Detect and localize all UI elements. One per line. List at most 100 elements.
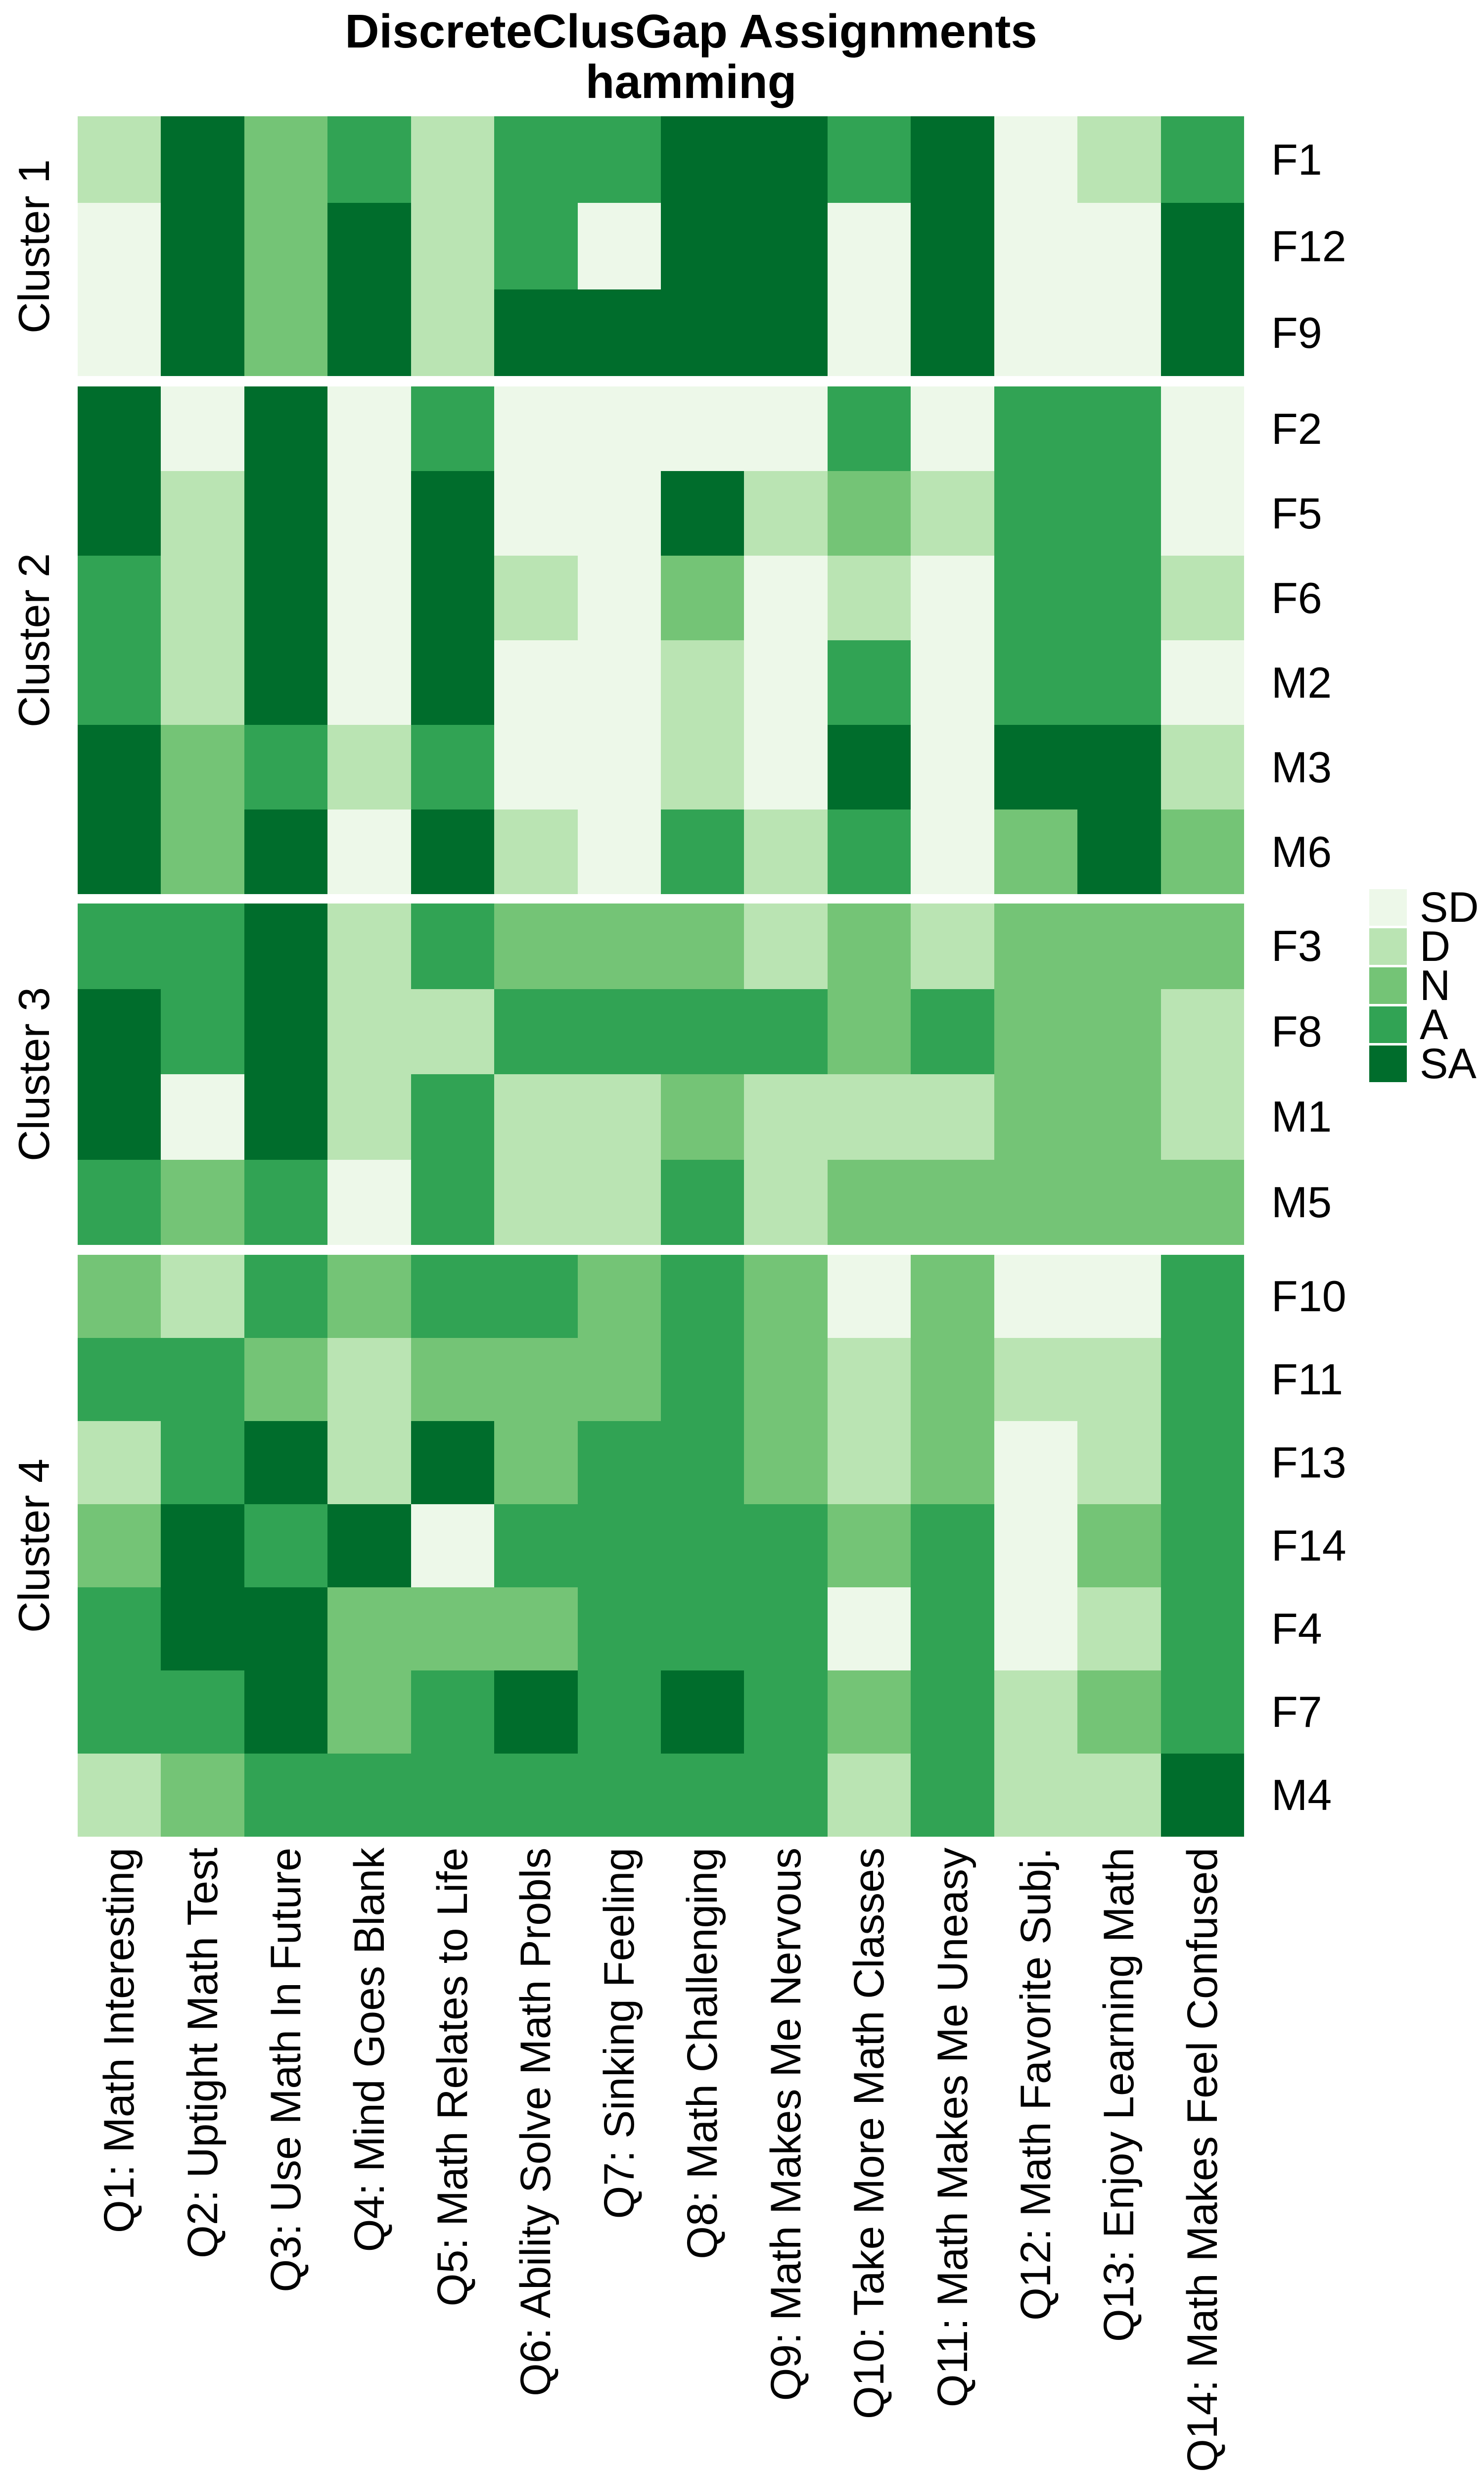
heatmap-cell <box>1160 471 1244 556</box>
heatmap-cell <box>577 471 661 556</box>
heatmap-cell <box>494 289 578 376</box>
heatmap-cell <box>1160 1504 1244 1587</box>
row-label-M3: M3 <box>1271 742 1332 792</box>
heatmap-cell <box>994 1255 1078 1338</box>
heatmap-cell <box>827 289 911 376</box>
heatmap-cell <box>661 809 744 894</box>
heatmap-cell <box>244 116 328 203</box>
heatmap-cell <box>1160 386 1244 471</box>
heatmap-cell <box>161 1255 244 1338</box>
heatmap-cell <box>244 1587 328 1670</box>
heatmap-cell <box>327 1670 411 1754</box>
heatmap-cell <box>661 1255 744 1338</box>
heatmap-cell <box>827 386 911 471</box>
row-label-F11: F11 <box>1271 1355 1344 1404</box>
heatmap-cell <box>911 1338 994 1421</box>
heatmap-cell <box>327 116 411 203</box>
heatmap-cell <box>494 1074 578 1160</box>
heatmap-cell <box>327 471 411 556</box>
heatmap-cell <box>911 289 994 376</box>
heatmap-cell <box>827 1159 911 1245</box>
heatmap-cell <box>827 116 911 203</box>
heatmap-cell <box>1160 203 1244 289</box>
row-label-F1: F1 <box>1271 135 1322 184</box>
heatmap-cell <box>661 556 744 640</box>
heatmap-cell <box>744 471 828 556</box>
heatmap-cell <box>327 386 411 471</box>
heatmap-cell <box>494 556 578 640</box>
legend-label-N: N <box>1420 962 1451 1009</box>
heatmap-cell <box>161 556 244 640</box>
heatmap-cell <box>994 556 1078 640</box>
heatmap-cell <box>161 203 244 289</box>
row-label-M5: M5 <box>1271 1177 1332 1227</box>
heatmap-cell <box>494 989 578 1074</box>
heatmap-cell <box>327 1587 411 1670</box>
heatmap-cell <box>661 1754 744 1837</box>
heatmap-cell <box>994 116 1078 203</box>
heatmap-cell <box>827 725 911 809</box>
heatmap-cell <box>827 1587 911 1670</box>
heatmap-cell <box>661 1159 744 1245</box>
heatmap-cell <box>994 1587 1078 1670</box>
heatmap-cell <box>161 904 244 989</box>
heatmap-cell <box>161 1754 244 1837</box>
heatmap-cell <box>494 203 578 289</box>
heatmap-cell <box>411 809 495 894</box>
heatmap-cell <box>577 1338 661 1421</box>
x-axis-label-Q3: Q3: Use Math In Future <box>262 1848 310 2292</box>
heatmap-cell <box>411 471 495 556</box>
row-label-M2: M2 <box>1271 658 1332 707</box>
heatmap-cell <box>1077 989 1161 1074</box>
heatmap-cell <box>577 989 661 1074</box>
heatmap-cell <box>1077 1338 1161 1421</box>
heatmap-cell <box>744 203 828 289</box>
heatmap-cell <box>994 1159 1078 1245</box>
row-label-F8: F8 <box>1271 1006 1322 1056</box>
heatmap-cell <box>577 725 661 809</box>
heatmap-cell <box>827 989 911 1074</box>
heatmap-cell <box>827 1338 911 1421</box>
x-axis-label-Q5: Q5: Math Relates to Life <box>428 1848 476 2307</box>
heatmap-cell <box>411 1421 495 1504</box>
heatmap-cell <box>161 1074 244 1160</box>
heatmap-cell <box>327 289 411 376</box>
heatmap-cell <box>1077 1670 1161 1754</box>
heatmap-cell <box>661 1587 744 1670</box>
x-axis-label-Q6: Q6: Ability Solve Math Probls <box>512 1848 560 2396</box>
heatmap-cell <box>78 725 161 809</box>
heatmap-cell <box>78 1670 161 1754</box>
heatmap-cell <box>244 1504 328 1587</box>
x-axis-label-Q10: Q10: Take More Math Classes <box>845 1848 893 2420</box>
heatmap-cell <box>911 640 994 725</box>
heatmap-cell <box>577 809 661 894</box>
heatmap-cell <box>661 989 744 1074</box>
heatmap-cell <box>744 1754 828 1837</box>
heatmap-cell <box>1077 386 1161 471</box>
cluster-label-4: Cluster 4 <box>9 1458 58 1633</box>
heatmap-cell <box>661 203 744 289</box>
heatmap-cell <box>661 116 744 203</box>
heatmap-cell <box>78 289 161 376</box>
heatmap-cell <box>744 1159 828 1245</box>
row-label-F4: F4 <box>1271 1604 1322 1653</box>
heatmap-cell <box>494 640 578 725</box>
cluster-block-2 <box>78 386 1244 894</box>
heatmap-cell <box>327 1754 411 1837</box>
heatmap-cell <box>494 1504 578 1587</box>
heatmap-cell <box>1160 904 1244 989</box>
heatmap-cell <box>411 1159 495 1245</box>
heatmap-cell <box>327 1504 411 1587</box>
heatmap-cell <box>577 1255 661 1338</box>
heatmap-cell <box>161 809 244 894</box>
heatmap-cell <box>827 471 911 556</box>
heatmap-cell <box>661 904 744 989</box>
heatmap-cell <box>327 1074 411 1160</box>
heatmap-cell <box>244 1421 328 1504</box>
heatmap-cell <box>78 1504 161 1587</box>
heatmap-cell <box>994 989 1078 1074</box>
heatmap-cell <box>244 203 328 289</box>
x-axis-label-Q14: Q14: Math Makes Feel Confused <box>1178 1848 1226 2472</box>
heatmap-cell <box>911 904 994 989</box>
